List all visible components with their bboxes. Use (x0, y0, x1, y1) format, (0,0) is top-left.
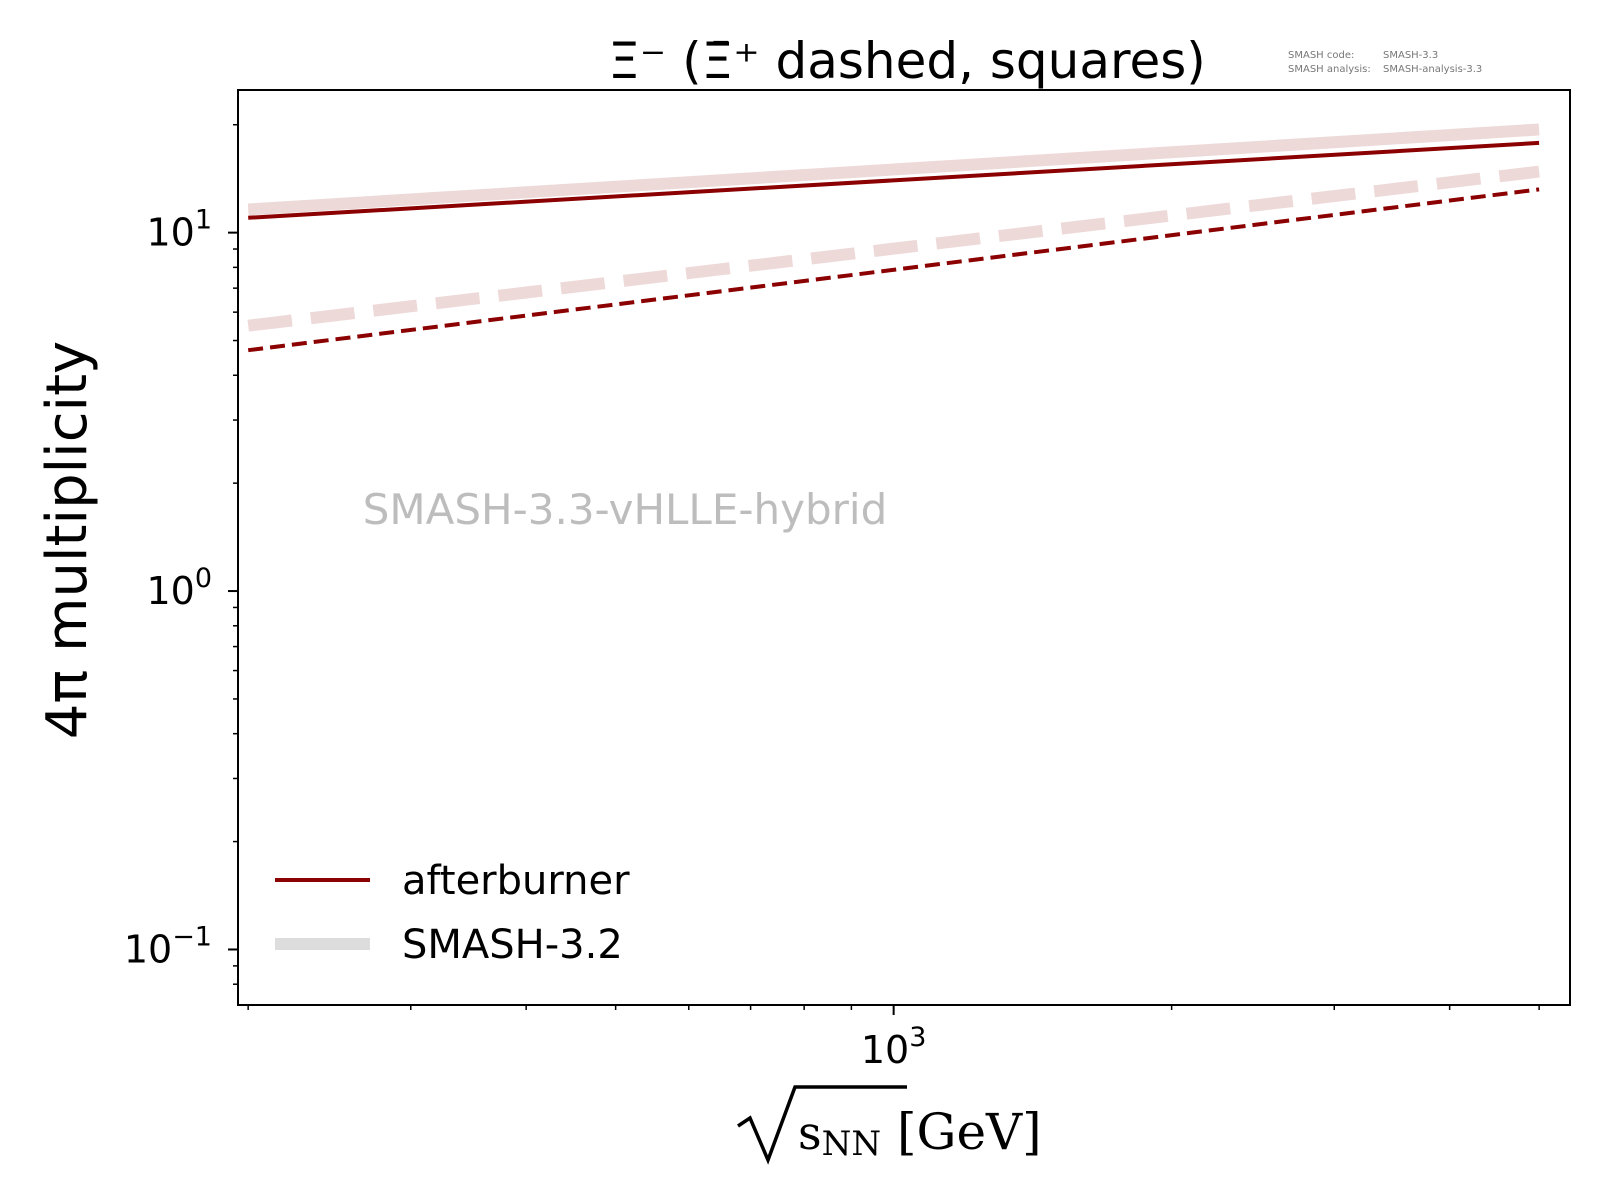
watermark-label: SMASH-3.3-vHLLE-hybrid (363, 485, 888, 534)
version-code-value: SMASH-3.3 (1383, 50, 1438, 61)
version-code-label: SMASH code: (1288, 50, 1354, 61)
chart-title: Ξ⁻ (Ξ̄⁺ dashed, squares) (608, 32, 1206, 90)
series-line-afterburner-solid (248, 140, 1540, 220)
version-analysis-value: SMASH-analysis-3.3 (1383, 64, 1482, 75)
series-line-smash-3-2-solid (247, 123, 1540, 216)
version-info: SMASH code: SMASH-3.3 SMASH analysis: SM… (1288, 50, 1482, 75)
y-tick-label: 101 (146, 205, 212, 255)
y-axis-label: 4π multiplicity (35, 341, 100, 739)
series-line-dashed-dashed (247, 187, 1540, 353)
plot-area (247, 123, 1540, 353)
legend: afterburner SMASH-3.2 (275, 858, 630, 968)
y-tick-label: 10−1 (124, 921, 212, 971)
plot-frame (237, 89, 1571, 1006)
legend-label: afterburner (402, 858, 630, 904)
sqrt-sign-icon (737, 1085, 907, 1165)
legend-label: SMASH-3.2 (402, 922, 623, 968)
version-analysis-label: SMASH analysis: (1288, 64, 1371, 75)
series-line-dashed-dashed (247, 165, 1540, 332)
